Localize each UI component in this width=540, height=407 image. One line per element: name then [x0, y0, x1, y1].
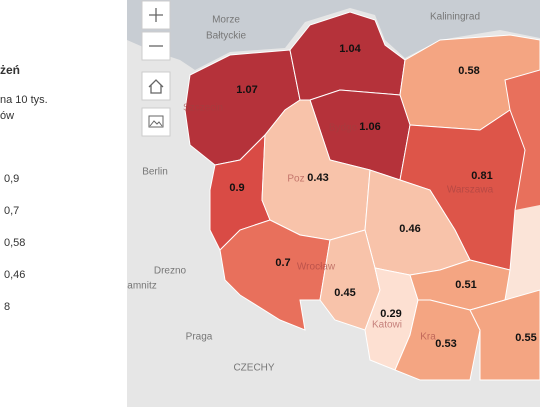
region-value: 1.07	[236, 84, 257, 96]
region-value: 0.46	[399, 223, 420, 235]
region-value: 0.53	[435, 338, 456, 350]
region	[394, 299, 481, 381]
place-label: Szczecin	[183, 103, 223, 114]
region-value: 0.55	[515, 332, 536, 344]
zoom-out[interactable]	[141, 31, 171, 61]
legend-label: 8	[4, 301, 10, 313]
panel-subtitle: na 10 tys.	[0, 94, 48, 106]
place-label: Morze	[212, 15, 240, 26]
legend-label: 0,9	[4, 173, 19, 185]
legend-label: 0,58	[4, 237, 25, 249]
place-label: Bydgo	[329, 123, 358, 134]
sea	[127, 0, 540, 70]
region-value: 0.81	[471, 170, 492, 182]
side-panel	[0, 0, 127, 407]
place-label: Praga	[186, 332, 213, 343]
region-value: 0.58	[458, 65, 479, 77]
legend-label: 0,7	[4, 205, 19, 217]
place-label: Kaliningrad	[430, 12, 480, 23]
legend-label: 0,46	[4, 269, 25, 281]
region-value: 1.06	[359, 121, 380, 133]
place-label: Katowi	[372, 320, 402, 331]
panel-subtitle: ów	[0, 110, 14, 122]
zoom-in[interactable]	[141, 0, 171, 30]
region-value: 0.43	[307, 172, 328, 184]
place-label: Bałtyckie	[206, 31, 246, 42]
place-label: amnitz	[127, 281, 156, 292]
place-label: Wrocław	[297, 262, 336, 273]
basemap-button[interactable]	[141, 107, 171, 137]
region	[219, 219, 331, 331]
region-value: 0.9	[229, 182, 244, 194]
place-label: Poz	[287, 174, 304, 185]
region-value: 0.7	[275, 257, 290, 269]
home-button[interactable]	[141, 71, 171, 101]
region-value: 0.29	[380, 308, 401, 320]
region-value: 1.04	[339, 43, 361, 55]
region-value: 0.45	[334, 287, 355, 299]
region	[469, 289, 540, 381]
region-value: 0.51	[455, 279, 476, 291]
place-label: Warszawa	[447, 185, 494, 196]
region-podlaskie	[505, 70, 540, 210]
place-label: Kra	[420, 332, 436, 343]
place-label: Berlin	[142, 167, 168, 178]
place-label: CZECHY	[233, 363, 274, 374]
panel-title: żeń	[0, 63, 20, 77]
place-label: Drezno	[154, 266, 187, 277]
